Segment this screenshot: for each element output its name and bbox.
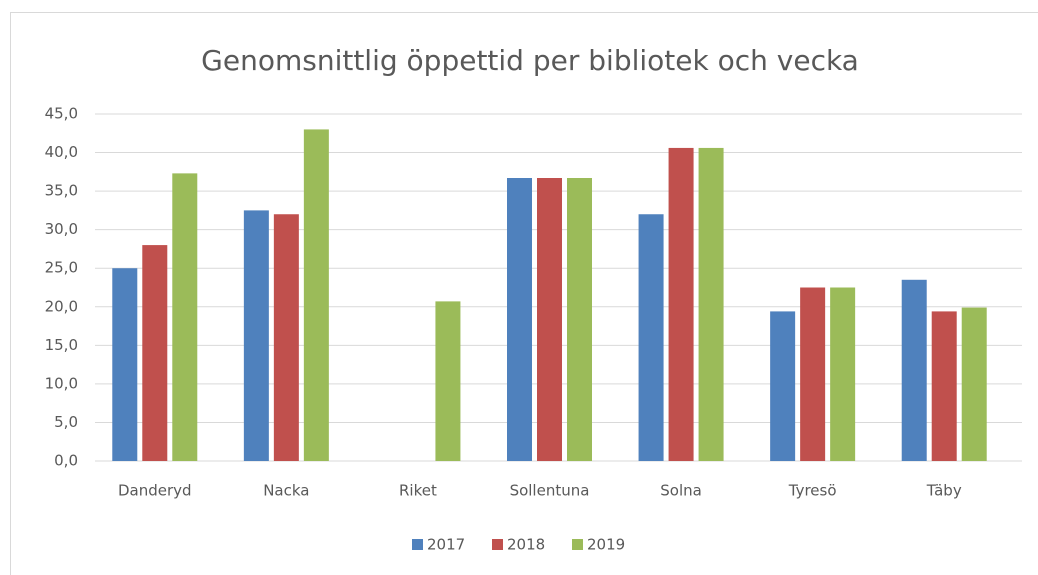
legend-label: 2017 xyxy=(427,536,465,554)
x-tick-label: Tyresö xyxy=(788,482,837,500)
bar xyxy=(961,307,987,461)
bar xyxy=(698,147,724,461)
bar xyxy=(112,268,138,461)
x-tick-label: Danderyd xyxy=(118,482,192,500)
y-tick-label: 20,0 xyxy=(45,297,78,315)
y-tick-label: 40,0 xyxy=(45,143,78,161)
bar xyxy=(435,301,461,461)
x-tick-label: Solna xyxy=(660,482,702,500)
bar xyxy=(668,147,694,461)
legend-label: 2019 xyxy=(587,536,625,554)
bar xyxy=(800,287,826,461)
bar xyxy=(142,245,168,461)
legend-swatch xyxy=(572,539,583,550)
y-tick-label: 35,0 xyxy=(45,182,78,200)
bar xyxy=(638,214,664,461)
y-tick-label: 15,0 xyxy=(45,336,78,354)
bar xyxy=(931,311,957,461)
bar xyxy=(273,214,299,461)
bar xyxy=(507,178,532,461)
chart-border xyxy=(10,12,1038,575)
y-tick-label: 45,0 xyxy=(45,105,78,123)
bar xyxy=(537,178,562,461)
x-tick-label: Riket xyxy=(399,482,437,500)
x-tick-label: Nacka xyxy=(263,482,309,500)
y-tick-label: 5,0 xyxy=(54,413,78,431)
legend-swatch xyxy=(412,539,423,550)
y-tick-label: 25,0 xyxy=(45,259,78,277)
bar xyxy=(901,279,927,461)
y-tick-label: 0,0 xyxy=(54,452,78,470)
bar xyxy=(243,210,269,461)
chart-title: Genomsnittlig öppettid per bibliotek och… xyxy=(201,44,859,77)
bar xyxy=(172,173,198,461)
bar xyxy=(770,311,796,461)
legend-swatch xyxy=(492,539,503,550)
bar xyxy=(567,178,592,461)
x-tick-label: Täby xyxy=(926,482,962,500)
bar xyxy=(830,287,856,461)
y-tick-label: 30,0 xyxy=(45,220,78,238)
legend-label: 2018 xyxy=(507,536,545,554)
y-tick-label: 10,0 xyxy=(45,374,78,392)
bar xyxy=(303,129,329,461)
x-tick-label: Sollentuna xyxy=(510,482,590,500)
